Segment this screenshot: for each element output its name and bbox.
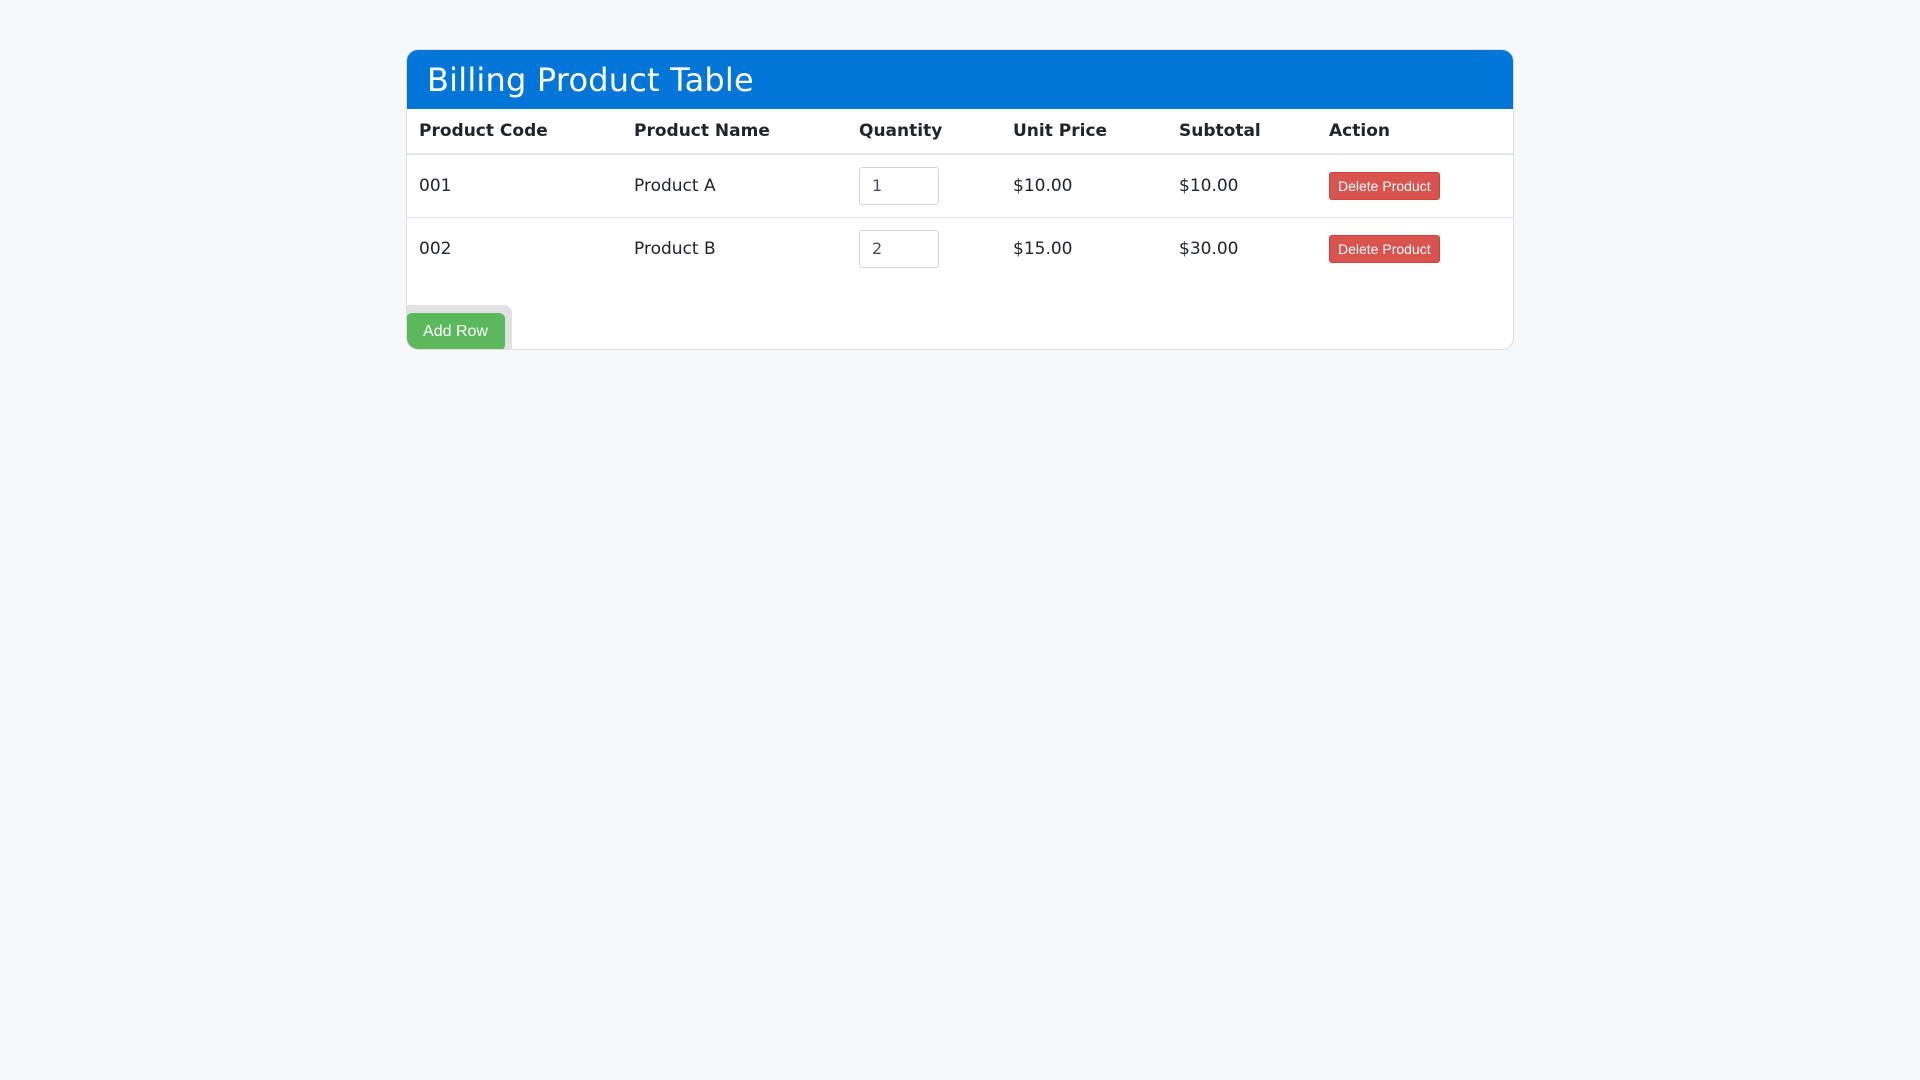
quantity-input[interactable] — [859, 229, 939, 268]
delete-product-button[interactable]: Delete Product — [1329, 171, 1440, 200]
add-row-button[interactable]: Add Row — [407, 313, 505, 349]
column-header-subtotal: Subtotal — [1167, 109, 1317, 155]
unit-price-cell: $15.00 — [1013, 238, 1073, 259]
column-header-unit-price: Unit Price — [1001, 109, 1167, 155]
product-code-cell: 001 — [407, 154, 622, 218]
card-header: Billing Product Table — [407, 50, 1513, 109]
quantity-input[interactable] — [859, 166, 939, 205]
page-title: Billing Product Table — [427, 60, 754, 99]
product-name-cell: Product A — [622, 154, 847, 218]
add-row-container: Add Row — [407, 305, 512, 349]
column-header-action: Action — [1317, 109, 1513, 155]
quantity-cell — [847, 217, 1001, 280]
subtotal-cell: $30.00 — [1179, 238, 1239, 259]
column-header-product-code: Product Code — [407, 109, 622, 155]
table-row: 001 Product A $10.00 $10.00 Delete Produ… — [407, 154, 1513, 218]
product-name-cell: Product B — [634, 238, 716, 259]
table-row: 002 Product B $15.00 $30.00 Delete Produ… — [407, 217, 1513, 280]
delete-product-button[interactable]: Delete Product — [1329, 234, 1440, 263]
product-table: Product Code Product Name Quantity Unit … — [407, 109, 1513, 280]
action-cell: Delete Product — [1317, 217, 1513, 280]
action-cell: Delete Product — [1317, 154, 1513, 218]
unit-price-cell: $10.00 — [1001, 154, 1167, 218]
subtotal-cell: $10.00 — [1167, 154, 1317, 218]
table-header-row: Product Code Product Name Quantity Unit … — [407, 109, 1513, 155]
column-header-quantity: Quantity — [847, 109, 1001, 155]
column-header-product-name: Product Name — [622, 109, 847, 155]
quantity-cell — [847, 154, 1001, 218]
billing-card: Billing Product Table Product Code Produ… — [406, 49, 1514, 350]
product-code-cell: 002 — [419, 238, 452, 259]
